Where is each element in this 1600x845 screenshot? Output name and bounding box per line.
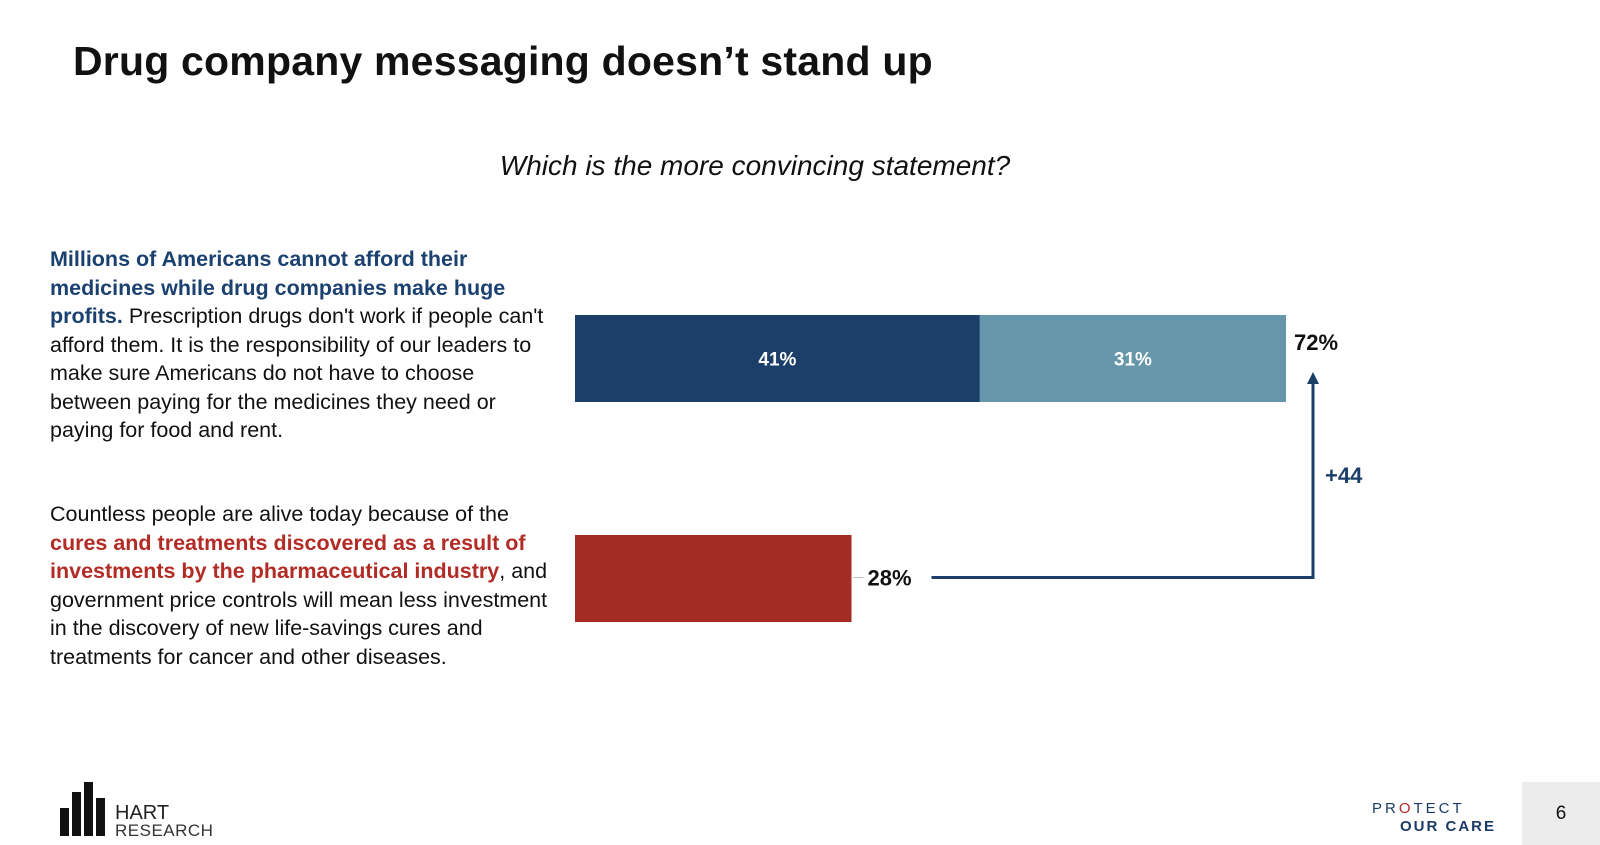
- hart-logo-line2: RESEARCH: [115, 821, 214, 840]
- bar-1-segment-1: [575, 315, 980, 402]
- con-statement-highlight: cures and treatments discovered as a res…: [50, 530, 526, 584]
- protect-logo-part1: PR: [1372, 800, 1399, 817]
- slide-title: Drug company messaging doesn’t stand up: [73, 38, 933, 84]
- hart-bars-icon: [60, 782, 105, 836]
- difference-connector-line: [931, 382, 1315, 579]
- pro-statement: Millions of Americans cannot afford thei…: [50, 245, 560, 445]
- bar-1-segment-2-label: 31%: [1114, 350, 1152, 371]
- hart-logo-line1: HART: [115, 802, 170, 824]
- con-statement-intro: Countless people are alive today because…: [50, 502, 509, 526]
- bar-2-total-label: 28%: [868, 566, 912, 591]
- difference-arrow-head-icon: [1307, 372, 1319, 384]
- bar-1-segment-2: [979, 315, 1286, 402]
- protect-logo-part2: TECT: [1413, 800, 1465, 817]
- difference-label: +44: [1325, 463, 1363, 488]
- chart-question: Which is the more convincing statement?: [499, 150, 1011, 181]
- bar-2-segment-1: [575, 535, 852, 622]
- page-number: 6: [1522, 782, 1600, 845]
- protect-logo-line2: OUR CARE: [1400, 818, 1497, 835]
- pro-statement-body: Prescription drugs don't work if people …: [50, 304, 544, 442]
- bar-1-segment-1-label: 41%: [758, 350, 796, 371]
- con-statement: Countless people are alive today because…: [50, 500, 560, 671]
- pro-statement-highlight: Millions of Americans cannot afford thei…: [50, 247, 506, 328]
- con-statement-body: , and government price controls will mea…: [50, 559, 548, 669]
- protect-logo-o: O: [1398, 800, 1414, 817]
- protect-our-care-logo: PROTECT OUR CARE: [1372, 800, 1496, 836]
- bar-1-total-label: 72%: [1294, 330, 1338, 355]
